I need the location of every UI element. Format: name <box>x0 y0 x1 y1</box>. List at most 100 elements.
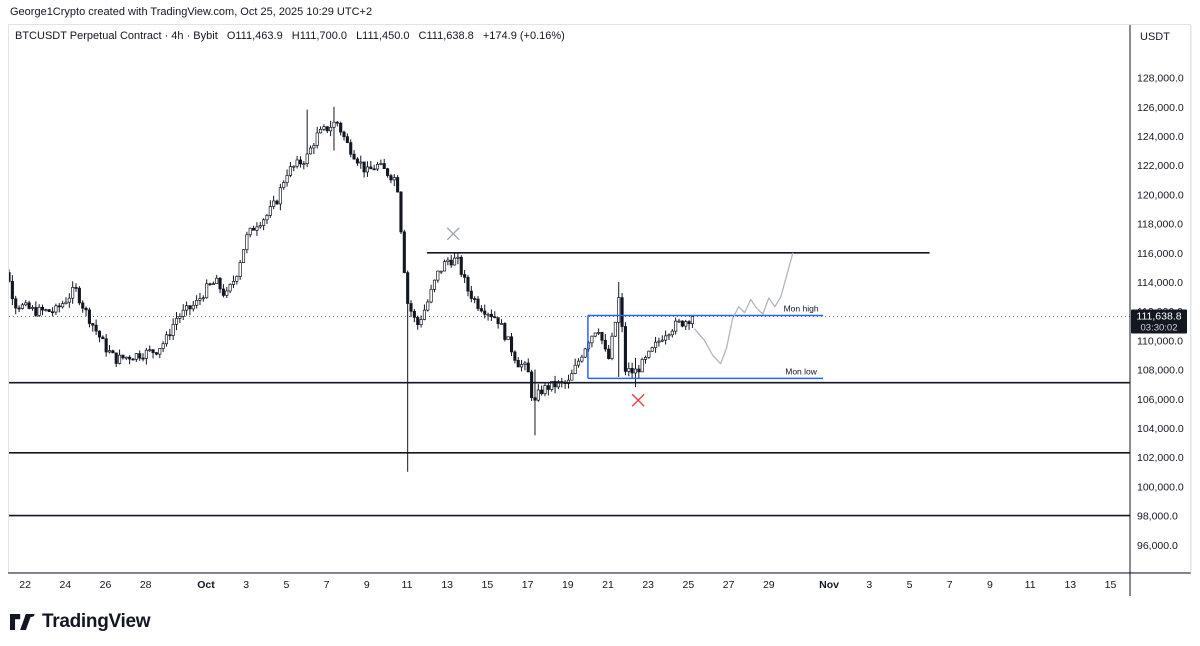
candle-body <box>496 317 500 325</box>
candle-body <box>546 385 550 390</box>
y-tick-label: 126,000.0 <box>1137 102 1184 114</box>
y-tick-label: 128,000.0 <box>1137 73 1184 85</box>
candle-body <box>643 357 648 360</box>
candle-body <box>64 301 68 305</box>
candle-body <box>114 352 118 364</box>
candle-body <box>459 256 463 275</box>
x-tick-label: 21 <box>602 579 614 591</box>
candle-body <box>174 318 179 325</box>
candle-body <box>536 389 540 401</box>
candle-body <box>386 168 390 176</box>
legend-close: C111,638.8 <box>418 30 474 42</box>
candle-body <box>91 323 95 326</box>
candle-body <box>275 200 279 205</box>
candle-body <box>51 311 55 314</box>
y-tick-label: 108,000.0 <box>1137 365 1184 377</box>
candle-body <box>456 256 460 259</box>
currency-label[interactable]: USDT <box>1140 31 1170 43</box>
candle-body <box>687 321 691 324</box>
candle-body <box>389 175 393 181</box>
price-tag-value: 111,638.8 <box>1136 310 1181 322</box>
candle-body <box>14 298 18 309</box>
candle-body <box>30 307 35 309</box>
candle-body <box>436 270 440 281</box>
x-tick-label: 9 <box>987 579 993 591</box>
legend-low: L111,450.0 <box>356 30 410 42</box>
candle-body <box>111 350 115 354</box>
y-tick-label: 96,000.0 <box>1137 540 1178 552</box>
candle-body <box>208 283 212 286</box>
candle-body <box>402 231 406 273</box>
candle-body <box>680 320 684 327</box>
candle-body <box>168 334 172 337</box>
candle-body <box>526 362 530 373</box>
candle-body <box>221 288 225 296</box>
x-tick-label: 5 <box>907 579 913 591</box>
chart-credit: George1Crypto created with TradingView.c… <box>10 6 373 18</box>
x-tick-label: 29 <box>763 579 775 591</box>
candle-body <box>647 350 651 358</box>
candle-body <box>677 320 681 323</box>
candle-body <box>258 225 262 228</box>
candle-body <box>27 302 31 309</box>
candle-body <box>134 353 138 360</box>
tradingview-logo[interactable]: TradingView <box>10 611 151 633</box>
candle-body <box>265 215 269 221</box>
x-tick-label: 27 <box>723 579 735 591</box>
candle-body <box>623 326 627 372</box>
candle-body <box>590 335 594 344</box>
candle-body <box>245 234 249 250</box>
candle-body <box>684 321 688 327</box>
candle-body <box>520 364 524 368</box>
candle-body <box>228 284 232 292</box>
candle-body <box>154 352 158 355</box>
y-tick-label: 120,000.0 <box>1137 189 1184 201</box>
candle-body <box>654 341 658 348</box>
candle-body <box>325 126 329 132</box>
candle-body <box>620 297 624 327</box>
candle-body <box>690 316 694 324</box>
candle-body <box>449 259 453 266</box>
gray-x-marker-icon <box>446 227 460 241</box>
candle-body <box>262 219 266 226</box>
x-tick-label: 22 <box>19 579 31 591</box>
candle-body <box>248 227 252 236</box>
candle-body <box>302 163 306 166</box>
candle-body <box>44 309 48 311</box>
x-tick-label: 11 <box>1025 579 1036 591</box>
candle-body <box>362 161 366 173</box>
candle-body <box>322 126 326 130</box>
candle-body <box>295 159 299 167</box>
y-tick-label: 102,000.0 <box>1137 452 1184 464</box>
candle-body <box>607 348 611 359</box>
candle-body <box>392 177 396 181</box>
range-low-label: Mon low <box>785 366 818 376</box>
candle-body <box>107 350 112 353</box>
candles <box>9 106 694 472</box>
y-tick-label: 98,000.0 <box>1137 511 1178 523</box>
candle-body <box>97 330 102 338</box>
candle-body <box>278 187 282 205</box>
x-tick-label: 28 <box>140 579 152 591</box>
candle-body <box>499 323 504 325</box>
candle-body <box>372 168 376 171</box>
candle-body <box>660 339 664 342</box>
candle-body <box>54 305 58 313</box>
x-tick-label: 17 <box>522 579 534 591</box>
candle-body <box>516 359 520 368</box>
candle-body <box>225 290 229 296</box>
candle-body <box>439 270 443 273</box>
candle-body <box>138 353 142 359</box>
candle-body <box>292 165 296 168</box>
x-tick-label: 7 <box>947 579 953 591</box>
candle-body <box>282 182 286 189</box>
candle-body <box>382 163 386 170</box>
legend-symbol[interactable]: BTCUSDT Perpetual Contract · 4h · Bybit <box>15 30 218 42</box>
red-x-marker-icon <box>631 393 645 407</box>
candle-body <box>556 381 560 388</box>
candle-body <box>463 274 467 278</box>
candle-body <box>332 121 336 128</box>
candle-body <box>345 136 349 143</box>
candle-body <box>285 175 289 183</box>
